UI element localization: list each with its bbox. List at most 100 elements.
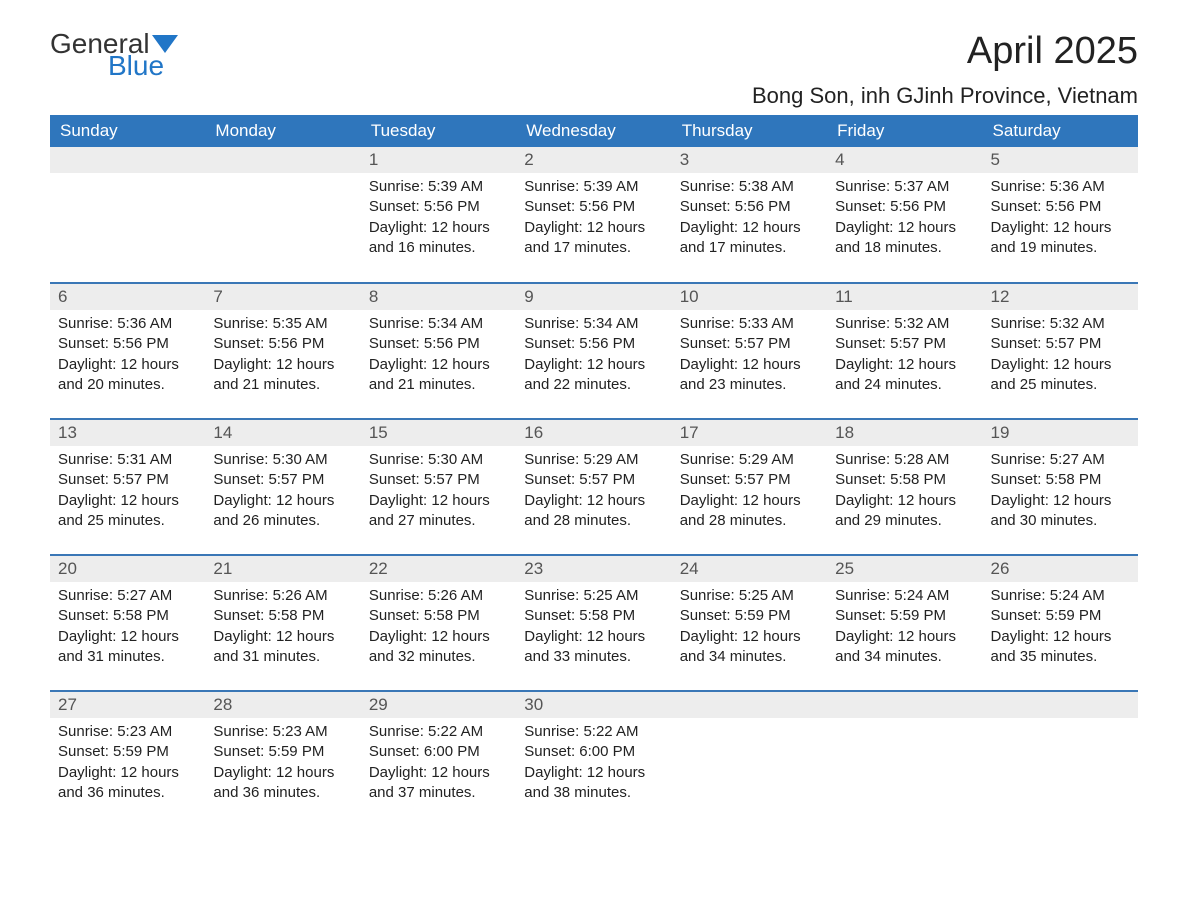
- calendar-week-row: 20Sunrise: 5:27 AMSunset: 5:58 PMDayligh…: [50, 555, 1138, 691]
- day-number: 27: [50, 692, 205, 718]
- sunrise-text: Sunrise: 5:22 AM: [369, 722, 508, 742]
- sunrise-text: Sunrise: 5:26 AM: [213, 586, 352, 606]
- sunrise-text: Sunrise: 5:27 AM: [58, 586, 197, 606]
- day-number: 30: [516, 692, 671, 718]
- sunrise-text: Sunrise: 5:32 AM: [991, 314, 1130, 334]
- calendar-body: 1Sunrise: 5:39 AMSunset: 5:56 PMDaylight…: [50, 147, 1138, 827]
- sunrise-text: Sunrise: 5:23 AM: [58, 722, 197, 742]
- sunrise-text: Sunrise: 5:24 AM: [835, 586, 974, 606]
- sunrise-text: Sunrise: 5:39 AM: [524, 177, 663, 197]
- calendar-day-cell: 27Sunrise: 5:23 AMSunset: 5:59 PMDayligh…: [50, 691, 205, 827]
- sunset-text: Sunset: 5:57 PM: [213, 470, 352, 490]
- calendar-day-cell: 9Sunrise: 5:34 AMSunset: 5:56 PMDaylight…: [516, 283, 671, 419]
- calendar-day-cell: 4Sunrise: 5:37 AMSunset: 5:56 PMDaylight…: [827, 147, 982, 283]
- daylight-text: Daylight: 12 hours and 34 minutes.: [680, 627, 819, 668]
- day-number: 24: [672, 556, 827, 582]
- weekday-header: Tuesday: [361, 115, 516, 147]
- calendar-day-cell: 20Sunrise: 5:27 AMSunset: 5:58 PMDayligh…: [50, 555, 205, 691]
- day-number: 10: [672, 284, 827, 310]
- day-number: 12: [983, 284, 1138, 310]
- sunrise-text: Sunrise: 5:23 AM: [213, 722, 352, 742]
- day-details: Sunrise: 5:22 AMSunset: 6:00 PMDaylight:…: [361, 718, 516, 811]
- day-details: Sunrise: 5:38 AMSunset: 5:56 PMDaylight:…: [672, 173, 827, 266]
- day-details: Sunrise: 5:22 AMSunset: 6:00 PMDaylight:…: [516, 718, 671, 811]
- calendar-day-cell: 5Sunrise: 5:36 AMSunset: 5:56 PMDaylight…: [983, 147, 1138, 283]
- sunrise-text: Sunrise: 5:25 AM: [524, 586, 663, 606]
- calendar-day-cell: 21Sunrise: 5:26 AMSunset: 5:58 PMDayligh…: [205, 555, 360, 691]
- day-details: Sunrise: 5:26 AMSunset: 5:58 PMDaylight:…: [361, 582, 516, 675]
- daylight-text: Daylight: 12 hours and 32 minutes.: [369, 627, 508, 668]
- calendar-day-cell: 19Sunrise: 5:27 AMSunset: 5:58 PMDayligh…: [983, 419, 1138, 555]
- sunrise-text: Sunrise: 5:29 AM: [524, 450, 663, 470]
- day-details: Sunrise: 5:31 AMSunset: 5:57 PMDaylight:…: [50, 446, 205, 539]
- day-details: Sunrise: 5:36 AMSunset: 5:56 PMDaylight:…: [983, 173, 1138, 266]
- day-number: 9: [516, 284, 671, 310]
- sunrise-text: Sunrise: 5:28 AM: [835, 450, 974, 470]
- day-details: Sunrise: 5:30 AMSunset: 5:57 PMDaylight:…: [361, 446, 516, 539]
- calendar-day-cell: 30Sunrise: 5:22 AMSunset: 6:00 PMDayligh…: [516, 691, 671, 827]
- day-number: 11: [827, 284, 982, 310]
- sunset-text: Sunset: 5:59 PM: [680, 606, 819, 626]
- sunrise-text: Sunrise: 5:36 AM: [991, 177, 1130, 197]
- day-number: [827, 692, 982, 718]
- sunset-text: Sunset: 5:58 PM: [991, 470, 1130, 490]
- calendar-day-cell: 6Sunrise: 5:36 AMSunset: 5:56 PMDaylight…: [50, 283, 205, 419]
- daylight-text: Daylight: 12 hours and 22 minutes.: [524, 355, 663, 396]
- daylight-text: Daylight: 12 hours and 23 minutes.: [680, 355, 819, 396]
- day-number: 4: [827, 147, 982, 173]
- daylight-text: Daylight: 12 hours and 24 minutes.: [835, 355, 974, 396]
- sunset-text: Sunset: 5:56 PM: [369, 197, 508, 217]
- sunset-text: Sunset: 5:59 PM: [58, 742, 197, 762]
- calendar-day-cell: 25Sunrise: 5:24 AMSunset: 5:59 PMDayligh…: [827, 555, 982, 691]
- day-details: Sunrise: 5:26 AMSunset: 5:58 PMDaylight:…: [205, 582, 360, 675]
- weekday-header: Wednesday: [516, 115, 671, 147]
- day-number: 26: [983, 556, 1138, 582]
- calendar-day-cell: 13Sunrise: 5:31 AMSunset: 5:57 PMDayligh…: [50, 419, 205, 555]
- day-details: Sunrise: 5:24 AMSunset: 5:59 PMDaylight:…: [827, 582, 982, 675]
- daylight-text: Daylight: 12 hours and 37 minutes.: [369, 763, 508, 804]
- day-details: Sunrise: 5:39 AMSunset: 5:56 PMDaylight:…: [361, 173, 516, 266]
- calendar-day-cell: [205, 147, 360, 283]
- sunset-text: Sunset: 5:56 PM: [835, 197, 974, 217]
- sunset-text: Sunset: 5:59 PM: [835, 606, 974, 626]
- sunset-text: Sunset: 5:58 PM: [369, 606, 508, 626]
- sunset-text: Sunset: 5:57 PM: [680, 470, 819, 490]
- weekday-header: Saturday: [983, 115, 1138, 147]
- day-number: 2: [516, 147, 671, 173]
- day-details: Sunrise: 5:23 AMSunset: 5:59 PMDaylight:…: [205, 718, 360, 811]
- sunrise-text: Sunrise: 5:30 AM: [369, 450, 508, 470]
- day-number: 5: [983, 147, 1138, 173]
- calendar-week-row: 13Sunrise: 5:31 AMSunset: 5:57 PMDayligh…: [50, 419, 1138, 555]
- daylight-text: Daylight: 12 hours and 36 minutes.: [213, 763, 352, 804]
- sunset-text: Sunset: 5:56 PM: [524, 334, 663, 354]
- calendar-day-cell: 2Sunrise: 5:39 AMSunset: 5:56 PMDaylight…: [516, 147, 671, 283]
- daylight-text: Daylight: 12 hours and 34 minutes.: [835, 627, 974, 668]
- sunset-text: Sunset: 5:57 PM: [524, 470, 663, 490]
- sunset-text: Sunset: 5:59 PM: [991, 606, 1130, 626]
- daylight-text: Daylight: 12 hours and 31 minutes.: [213, 627, 352, 668]
- day-details: Sunrise: 5:34 AMSunset: 5:56 PMDaylight:…: [361, 310, 516, 403]
- calendar-day-cell: 17Sunrise: 5:29 AMSunset: 5:57 PMDayligh…: [672, 419, 827, 555]
- sunrise-text: Sunrise: 5:31 AM: [58, 450, 197, 470]
- day-number: 16: [516, 420, 671, 446]
- day-details: Sunrise: 5:36 AMSunset: 5:56 PMDaylight:…: [50, 310, 205, 403]
- calendar-week-row: 1Sunrise: 5:39 AMSunset: 5:56 PMDaylight…: [50, 147, 1138, 283]
- day-details: Sunrise: 5:32 AMSunset: 5:57 PMDaylight:…: [827, 310, 982, 403]
- day-number: 13: [50, 420, 205, 446]
- day-number: 17: [672, 420, 827, 446]
- weekday-header: Friday: [827, 115, 982, 147]
- day-details: Sunrise: 5:37 AMSunset: 5:56 PMDaylight:…: [827, 173, 982, 266]
- day-number: 19: [983, 420, 1138, 446]
- sunset-text: Sunset: 5:58 PM: [524, 606, 663, 626]
- sunset-text: Sunset: 5:56 PM: [58, 334, 197, 354]
- sunset-text: Sunset: 5:57 PM: [369, 470, 508, 490]
- daylight-text: Daylight: 12 hours and 26 minutes.: [213, 491, 352, 532]
- day-number: 22: [361, 556, 516, 582]
- day-number: 28: [205, 692, 360, 718]
- calendar-day-cell: 16Sunrise: 5:29 AMSunset: 5:57 PMDayligh…: [516, 419, 671, 555]
- sunrise-text: Sunrise: 5:22 AM: [524, 722, 663, 742]
- day-number: 20: [50, 556, 205, 582]
- daylight-text: Daylight: 12 hours and 29 minutes.: [835, 491, 974, 532]
- sunrise-text: Sunrise: 5:33 AM: [680, 314, 819, 334]
- sunrise-text: Sunrise: 5:36 AM: [58, 314, 197, 334]
